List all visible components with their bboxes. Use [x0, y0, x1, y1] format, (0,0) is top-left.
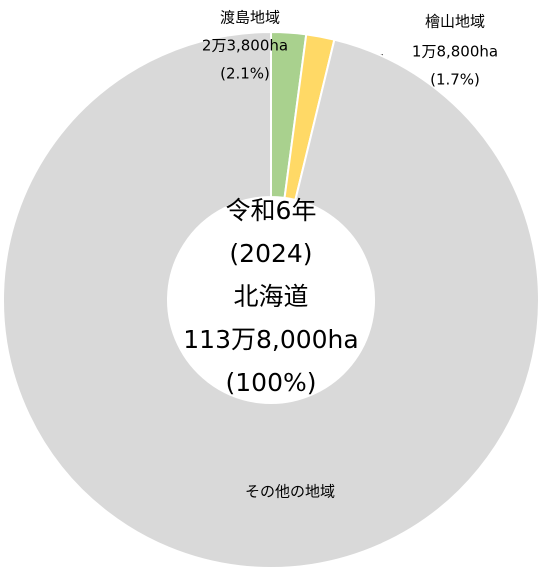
area-label: 2万3,800ha: [202, 37, 288, 55]
category-label: 渡島地域: [220, 9, 280, 27]
donut-segment: [2, 30, 540, 568]
value-label: (1.7%): [430, 71, 480, 89]
center-text: (2024): [229, 239, 312, 268]
center-text: 北海道: [233, 282, 308, 311]
center-text: 令和6年: [226, 196, 317, 225]
center-text: (100%): [226, 368, 317, 397]
area-label: 1万8,800ha: [412, 43, 498, 61]
center-text: 113万8,000ha: [183, 325, 358, 354]
category-label: 檜山地域: [425, 13, 485, 31]
value-label: (2.1%): [220, 65, 270, 83]
category-label: その他の地域: [245, 483, 335, 501]
